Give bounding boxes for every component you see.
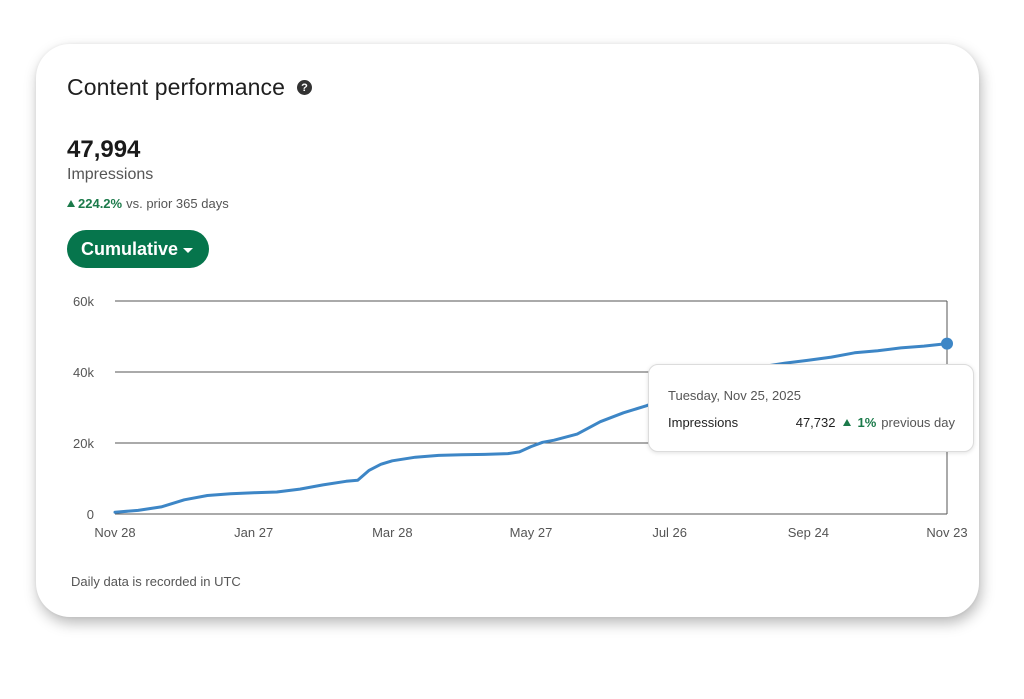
change-suffix: vs. prior 365 days: [126, 196, 229, 211]
y-tick-label: 20k: [73, 436, 94, 451]
cumulative-dropdown[interactable]: Cumulative: [67, 230, 210, 268]
tooltip-value: 47,732: [795, 415, 836, 430]
triangle-up-icon: [843, 419, 852, 426]
series-line-impressions: [113, 342, 949, 514]
x-tick-label: Nov 28: [94, 525, 135, 540]
change-value: 224.2%: [78, 196, 123, 211]
y-tick-label: 60k: [73, 294, 94, 309]
caret-down-icon: [183, 247, 194, 253]
x-tick-label: Jul 26: [652, 525, 687, 540]
tooltip-row: Impressions 47,732 1% previous day: [668, 415, 955, 430]
content-performance-card: Content performance ? 47,994 Impressions…: [36, 44, 979, 617]
y-tick-label: 0: [87, 507, 94, 522]
impressions-change: 224.2% vs. prior 365 days: [67, 196, 229, 211]
title-row: Content performance ?: [67, 74, 312, 101]
tooltip-date: Tuesday, Nov 25, 2025: [668, 388, 801, 403]
card-title: Content performance: [67, 74, 285, 100]
x-tick-label: Jan 27: [234, 525, 273, 540]
triangle-up-icon: [67, 200, 75, 207]
dropdown-label: Cumulative: [81, 238, 179, 259]
data-tooltip: Tuesday, Nov 25, 2025 Impressions 47,732…: [648, 364, 974, 452]
footer-note: Daily data is recorded in UTC: [71, 574, 241, 589]
tooltip-change: 1%: [857, 415, 877, 430]
y-tick-label: 40k: [73, 365, 94, 380]
x-tick-label: Sep 24: [788, 525, 829, 540]
tooltip-label: Impressions: [668, 415, 739, 430]
x-tick-label: Nov 23: [926, 525, 967, 540]
impressions-total: 47,994: [67, 136, 141, 163]
tooltip-change-suffix: previous day: [881, 415, 955, 430]
x-tick-label: May 27: [510, 525, 553, 540]
x-tick-label: Mar 28: [372, 525, 412, 540]
impressions-label: Impressions: [67, 166, 154, 183]
help-circle-icon[interactable]: ?: [296, 80, 312, 95]
highlight-point: [941, 337, 953, 350]
impressions-line-chart: 0 20k 40k 60k Nov 28 Jan 27 Mar 28 May 27 Jul 26…: [73, 294, 968, 540]
